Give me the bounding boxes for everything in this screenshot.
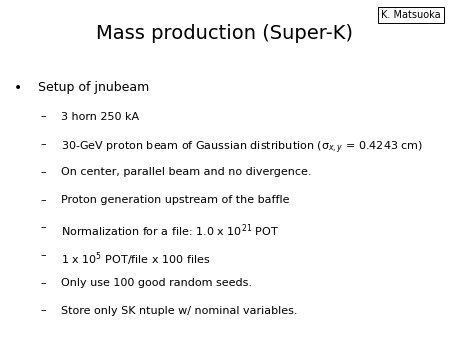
Text: 1 x 10$^{5}$ POT/file x 100 files: 1 x 10$^{5}$ POT/file x 100 files bbox=[61, 250, 210, 268]
Text: On center, parallel beam and no divergence.: On center, parallel beam and no divergen… bbox=[61, 167, 311, 177]
Text: Setup of jnubeam: Setup of jnubeam bbox=[38, 81, 149, 94]
Text: –: – bbox=[40, 139, 46, 149]
Text: Store only SK ntuple w/ nominal variables.: Store only SK ntuple w/ nominal variable… bbox=[61, 306, 297, 316]
Text: –: – bbox=[40, 278, 46, 288]
Text: –: – bbox=[40, 112, 46, 122]
Text: –: – bbox=[40, 195, 46, 205]
Text: –: – bbox=[40, 167, 46, 177]
Text: K. Matsuoka: K. Matsuoka bbox=[382, 10, 441, 20]
Text: –: – bbox=[40, 222, 46, 233]
Text: •: • bbox=[14, 81, 22, 95]
Text: 30-GeV proton beam of Gaussian distribution (σ$_{x,y}$ = 0.4243 cm): 30-GeV proton beam of Gaussian distribut… bbox=[61, 139, 423, 156]
Text: 3 horn 250 kA: 3 horn 250 kA bbox=[61, 112, 139, 122]
Text: –: – bbox=[40, 306, 46, 316]
Text: Only use 100 good random seeds.: Only use 100 good random seeds. bbox=[61, 278, 252, 288]
Text: Mass production (Super-K): Mass production (Super-K) bbox=[96, 24, 354, 43]
Text: Proton generation upstream of the baffle: Proton generation upstream of the baffle bbox=[61, 195, 289, 205]
Text: Normalization for a file: 1.0 x 10$^{21}$ POT: Normalization for a file: 1.0 x 10$^{21}… bbox=[61, 222, 279, 239]
Text: –: – bbox=[40, 250, 46, 260]
